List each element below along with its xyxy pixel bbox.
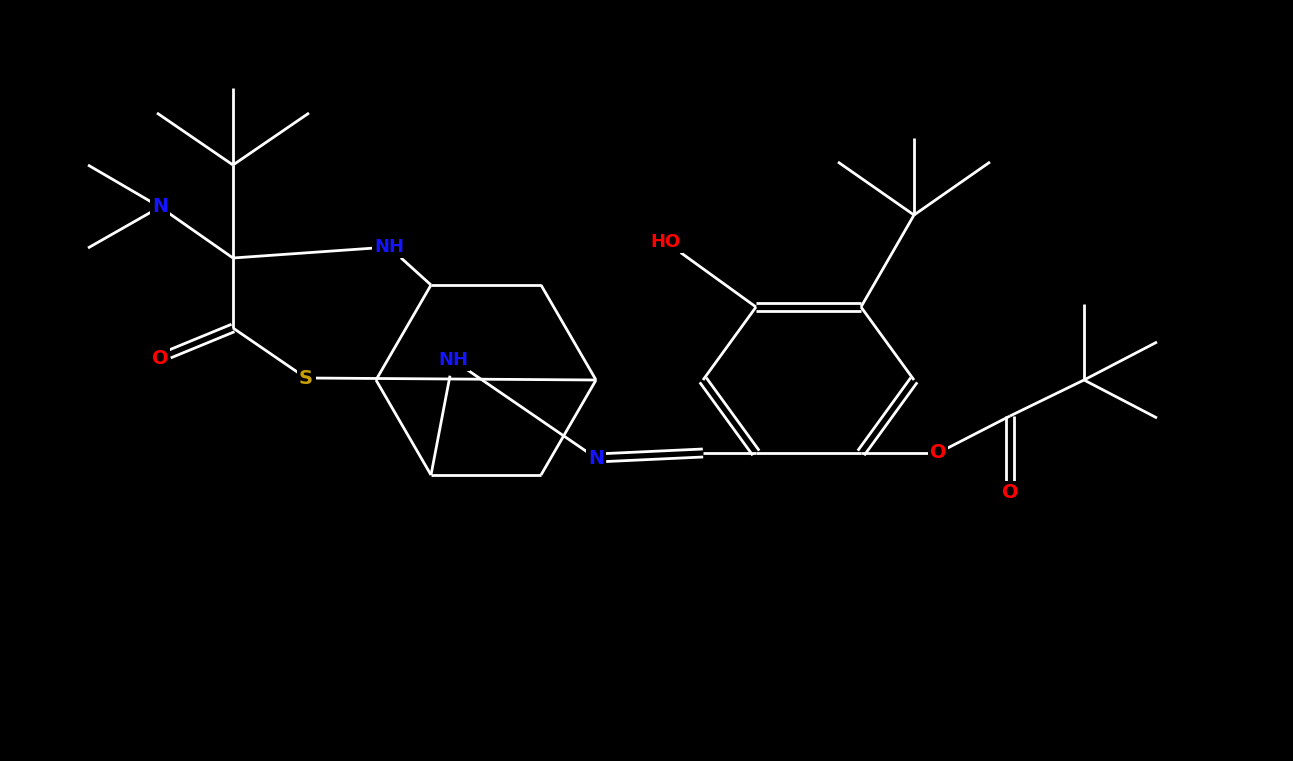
Text: NH: NH (438, 351, 468, 369)
Text: N: N (151, 198, 168, 216)
Text: O: O (151, 349, 168, 368)
Text: HO: HO (650, 233, 681, 251)
Text: S: S (299, 368, 313, 387)
Text: N: N (588, 448, 604, 467)
Text: O: O (1002, 482, 1019, 501)
Text: NH: NH (374, 238, 403, 256)
Text: O: O (930, 444, 946, 463)
